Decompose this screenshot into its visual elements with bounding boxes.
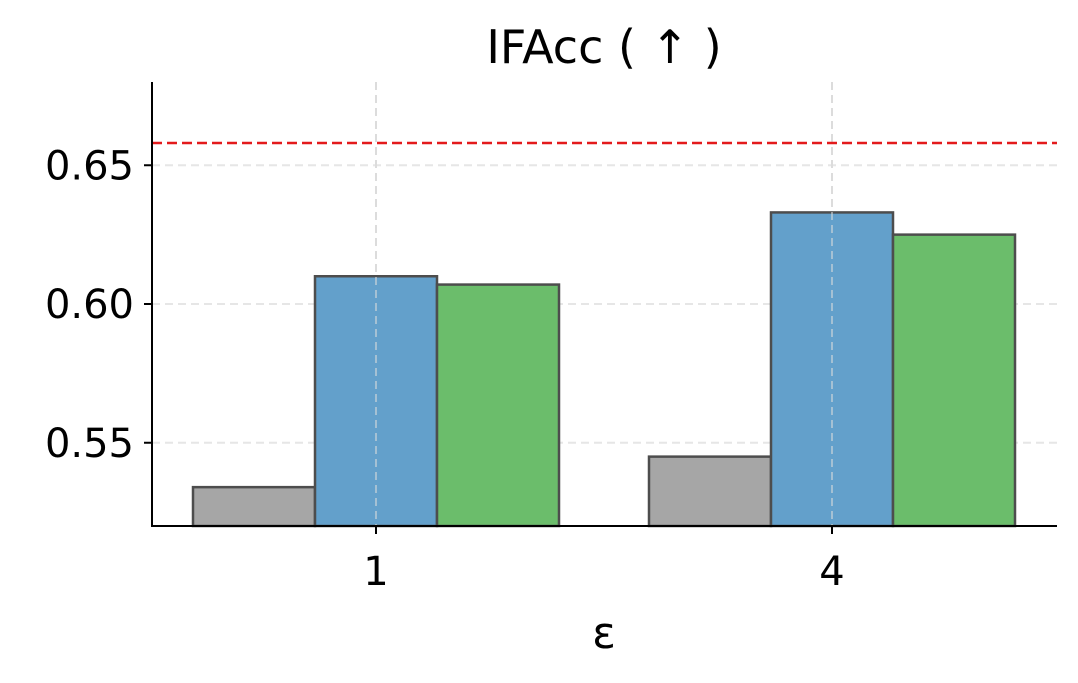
y-tick-label: 0.60 — [45, 282, 134, 328]
bar-series3-cat-4 — [891, 233, 1017, 528]
axes — [144, 82, 1057, 534]
x-axis-label: ε — [592, 608, 616, 659]
bar-group — [191, 82, 1017, 528]
bar-series1-cat-4 — [647, 455, 773, 528]
bar-series3-cat-1 — [435, 283, 561, 528]
tick-labels: 0.55 0.60 0.65 1 4 — [45, 143, 845, 595]
chart-title: IFAcc ( ↑ ) — [486, 20, 721, 74]
y-tick-label: 0.65 — [45, 143, 134, 189]
bar-series1-cat-1 — [191, 485, 317, 528]
x-tick-label: 4 — [819, 549, 844, 595]
y-tick-label: 0.55 — [45, 421, 134, 467]
x-tick-label: 1 — [363, 549, 388, 595]
